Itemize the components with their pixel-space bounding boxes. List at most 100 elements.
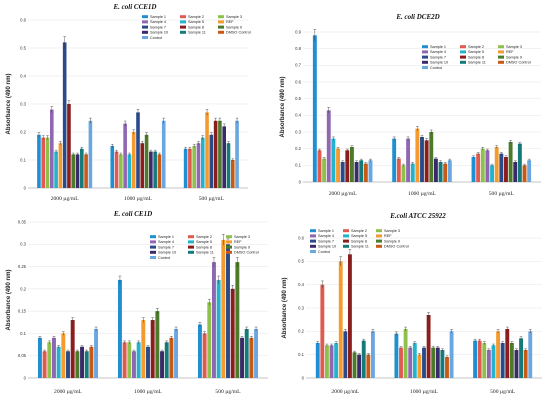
bar-dmso-control-2 <box>445 357 449 378</box>
chart-title: E. coli CCE1D <box>113 3 157 11</box>
legend: Sample 1 Sample 2 Sample 3 Sample 4 Sample 5… <box>310 229 409 254</box>
x-category-label: 500 µg/mL <box>489 191 515 197</box>
y-tick-label: 0.2 <box>298 329 304 334</box>
legend-swatch <box>422 55 428 59</box>
bar-control-2 <box>447 160 452 182</box>
bar-sample-10-2 <box>435 347 440 378</box>
bar-sample-7-1 <box>340 162 345 182</box>
legend: Sample 1 Sample 2 Sample 3 Sample 4 Sample 5… <box>422 45 531 70</box>
bar-sample-8-1 <box>345 150 350 182</box>
bar-sample-4-2 <box>408 347 413 378</box>
bar-control-3 <box>527 160 532 182</box>
legend-swatch <box>180 30 186 34</box>
legend-swatch <box>422 60 428 64</box>
bar-ref-1 <box>336 148 340 182</box>
bar-sample-7-2 <box>136 112 140 188</box>
legend-swatch <box>422 45 428 49</box>
bar-sample-10-2 <box>433 158 438 182</box>
legend-swatch <box>188 235 194 239</box>
legend-entry: Sample 4 <box>150 20 166 24</box>
bar-ref-1 <box>338 261 343 378</box>
y-tick-label: 0.6 <box>298 235 304 240</box>
legend-entry: Sample 3 <box>506 45 522 49</box>
bar-sample-11-2 <box>438 162 443 182</box>
legend-entry: Sample 1 <box>158 235 174 239</box>
legend-entry: Sample 5 <box>351 234 367 238</box>
bar-sample-3-1 <box>322 158 327 182</box>
bar-dmso-control-3 <box>230 160 235 188</box>
bar-control-1 <box>370 331 375 378</box>
legend-entry: Sample 8 <box>188 25 204 29</box>
bar-sample-10-3 <box>513 162 518 182</box>
bar-sample-1-3 <box>471 157 476 182</box>
x-category-label: 1000 µg/mL <box>410 389 439 395</box>
legend-entry: Sample 4 <box>318 234 334 238</box>
x-category-label: 1000 µg/mL <box>124 196 153 202</box>
legend-swatch <box>226 235 232 239</box>
bar-sample-2-3 <box>202 333 207 378</box>
legend-entry: Sample 3 <box>226 15 242 19</box>
legend-swatch <box>343 244 349 248</box>
bar-sample-8-2 <box>150 320 155 378</box>
legend-swatch <box>376 244 382 248</box>
legend-swatch <box>188 240 194 244</box>
legend-swatch <box>422 50 428 54</box>
x-category-label: 2000 µg/mL <box>331 389 360 395</box>
bar-sample-8-3 <box>213 120 218 188</box>
x-category-label: 1000 µg/mL <box>134 389 163 395</box>
bar-dmso-control-3 <box>522 165 527 182</box>
legend-swatch <box>142 25 148 29</box>
bar-sample-5-2 <box>412 343 417 378</box>
legend-swatch <box>150 240 156 244</box>
bar-sample-3-2 <box>401 165 406 182</box>
y-tick-label: 0.3 <box>298 305 304 310</box>
y-tick-label: 0.5 <box>295 96 301 101</box>
y-tick-label: 0.05 <box>18 353 27 358</box>
legend-swatch <box>142 15 148 19</box>
y-tick-label: 0.2 <box>295 146 301 151</box>
bar-ref-2 <box>417 354 422 378</box>
bar-sample-4-2 <box>123 123 127 188</box>
bar-sample-2-2 <box>114 151 119 188</box>
legend-swatch <box>343 239 349 243</box>
legend-entry: Sample 10 <box>318 245 336 249</box>
legend-swatch <box>310 229 316 233</box>
bar-ref-1 <box>58 143 63 188</box>
y-tick-label: 0.6 <box>295 79 301 84</box>
legend-entry: Control <box>430 66 442 70</box>
legend-swatch <box>142 36 148 39</box>
legend-entry: Sample 9 <box>226 25 242 29</box>
legend-entry: Sample 9 <box>506 55 522 59</box>
bar-sample-3-1 <box>45 137 50 188</box>
legend-swatch <box>218 15 224 19</box>
legend-swatch <box>498 45 504 49</box>
y-tick-label: 0.35 <box>18 219 27 224</box>
bar-sample-3-3 <box>192 146 196 188</box>
bar-control-3 <box>235 120 239 188</box>
bar-sample-4-1 <box>50 109 54 188</box>
bar-sample-7-1 <box>66 351 70 378</box>
legend-entry: Sample 1 <box>430 45 446 49</box>
bar-sample-3-2 <box>127 342 132 378</box>
bar-dmso-control-1 <box>363 163 368 182</box>
bar-sample-9-2 <box>155 311 160 378</box>
bar-sample-9-3 <box>218 120 222 188</box>
bar-sample-11-3 <box>519 338 523 378</box>
bar-sample-8-3 <box>505 329 510 378</box>
legend-swatch <box>150 256 156 259</box>
bar-sample-9-3 <box>508 142 513 182</box>
legend-swatch <box>188 250 194 254</box>
bar-sample-8-2 <box>424 140 429 182</box>
bar-sample-3-3 <box>207 302 212 378</box>
bar-sample-10-2 <box>149 151 153 188</box>
bar-sample-2-1 <box>42 351 47 378</box>
bar-sample-10-1 <box>354 162 359 182</box>
bar-sample-9-2 <box>144 134 149 188</box>
legend-entry: Sample 2 <box>196 235 212 239</box>
legend-swatch <box>343 234 349 238</box>
legend-entry: Sample 4 <box>430 50 446 54</box>
x-category-label: 2000 µg/mL <box>329 191 358 197</box>
chart-panel-1: E. coli CCE1D Absorbance (490 nm) 0 0.1 0.2 0… <box>6 3 251 202</box>
bar-sample-3-3 <box>480 148 485 182</box>
bar-sample-8-2 <box>426 315 431 378</box>
